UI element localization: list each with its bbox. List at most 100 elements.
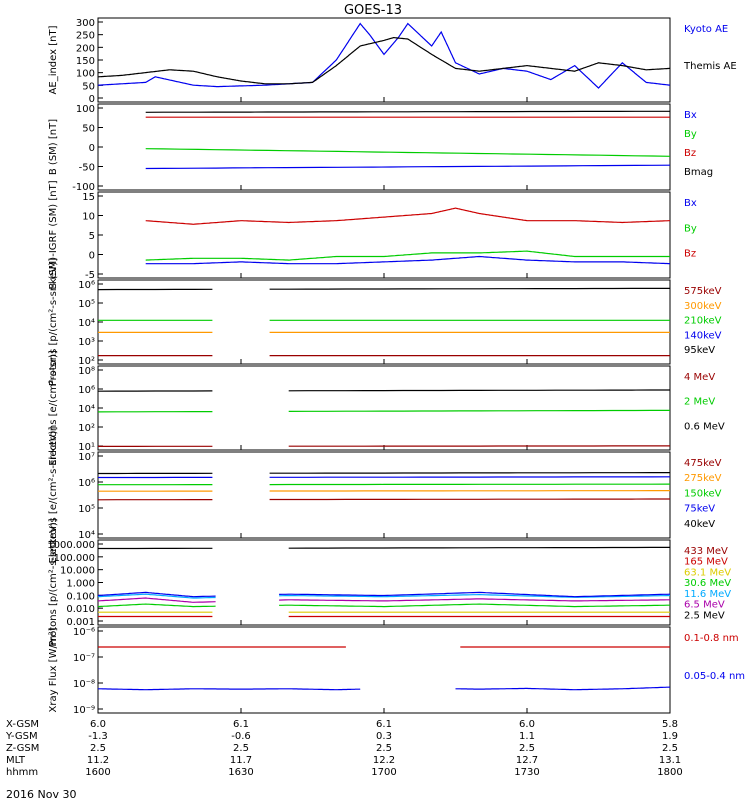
legend-entry: 75keV <box>684 504 715 515</box>
ephemeris-value: 2.5 <box>662 743 678 754</box>
y-axis-label: Electrons [e/(cm²-s-sr)] <box>48 350 59 466</box>
series-line-0-05-0-4-nm <box>455 686 671 691</box>
series-line-bz <box>145 207 670 225</box>
y-tick-label: -5 <box>85 270 95 281</box>
series-line-6-5-mev <box>97 597 216 603</box>
y-tick-label: 15 <box>82 192 95 203</box>
legend-entry: 300keV <box>684 301 722 312</box>
y-tick-label: 200 <box>76 43 95 54</box>
y-tick-label: -50 <box>79 163 95 174</box>
y-axis-label: AE_index [nT] <box>48 25 59 94</box>
legend-entry: 2 MeV <box>684 397 715 408</box>
series-line-kyoto-ae <box>98 22 671 89</box>
legend-entry: 275keV <box>684 473 722 484</box>
y-tick-label: 300 <box>76 18 95 29</box>
y-tick-label: 10⁷ <box>78 452 95 463</box>
y-axis-label: Protons [p/(cm²-s-sr-keV)] <box>48 518 59 646</box>
series-line-165-mev <box>279 591 671 598</box>
ephemeris-value: 12.2 <box>373 755 395 766</box>
series-line-30-6-mev <box>279 603 670 608</box>
y-tick-label: 0.010 <box>66 604 95 615</box>
ephemeris-value: 12.7 <box>516 755 538 766</box>
y-tick-label: 0 <box>89 143 95 154</box>
panel-3: 15 10 5 0 -5 B (SM)-IGRF (SM) [nT] Bx By Bz <box>48 180 697 289</box>
series-line-bx <box>145 164 671 170</box>
ephemeris-value: 0.3 <box>376 731 392 742</box>
legend-entry: 11.6 MeV <box>684 589 731 600</box>
series-line-by <box>145 148 671 157</box>
series-line-165-mev <box>97 591 216 598</box>
legend-entry: 6.5 MeV <box>684 600 725 611</box>
y-tick-label: 10² <box>78 356 95 367</box>
y-tick-label: 0.001 <box>66 617 95 628</box>
panel-4: 10⁶ 10⁵ 10⁴ 10³ 10² Protons [p/(cm²-s-sr-keV)… <box>48 258 722 386</box>
legend-entry: 63.1 MeV <box>684 567 731 578</box>
series-line-575kev <box>269 287 670 290</box>
y-tick-label: 10⁶ <box>78 280 95 291</box>
y-tick-label: 50 <box>82 124 95 135</box>
y-tick-label: 150 <box>76 56 95 67</box>
legend-entry: Kyoto AE <box>684 24 728 35</box>
y-tick-label: 50 <box>82 81 95 92</box>
y-tick-label: 10⁵ <box>78 299 95 310</box>
y-tick-label: 10¹ <box>78 442 95 453</box>
legend-entry: 40keV <box>684 519 715 530</box>
y-tick-label: 10⁵ <box>78 504 95 515</box>
y-tick-label: 0 <box>89 251 95 262</box>
legend-entry: Bx <box>684 110 697 121</box>
ephemeris-value: 6.0 <box>90 719 106 730</box>
ephemeris-value: 1600 <box>85 767 110 778</box>
y-tick-label: 10⁶ <box>78 478 95 489</box>
ephemeris-value: 2.5 <box>233 743 249 754</box>
legend-entry: 0.05-0.4 nm <box>684 671 745 682</box>
legend-entry: 2.5 MeV <box>684 610 725 621</box>
panel-frame <box>97 191 671 279</box>
y-tick-label: 10⁴ <box>78 318 95 329</box>
y-tick-label: 10.000 <box>60 566 95 577</box>
y-tick-label: 1.000 <box>66 579 95 590</box>
series-line-themis-ae <box>98 36 670 85</box>
y-tick-label: 10³ <box>78 337 95 348</box>
panel-frame <box>97 279 671 365</box>
legend-entry: By <box>684 129 697 140</box>
y-tick-label: 10⁸ <box>78 366 95 377</box>
panel-frame <box>97 17 671 103</box>
y-tick-label: 100 <box>76 104 95 115</box>
legend-entry: Bz <box>684 249 696 260</box>
ephemeris-value: 5.8 <box>662 719 678 730</box>
panel-2: 100 50 0 -50 -100 B (SM) [nT] Bx By Bz Bmag <box>48 103 713 193</box>
panel-frame <box>97 365 671 451</box>
series-line-bmag <box>145 110 670 113</box>
legend-entry: 433 MeV <box>684 546 728 557</box>
series-line-bx <box>145 255 671 265</box>
series-line-2-mev <box>288 409 670 412</box>
y-axis-label: B (SM) [nT] <box>48 119 59 175</box>
ephemeris-label: Y-GSM <box>5 731 38 742</box>
y-tick-label: 100.000 <box>54 553 95 564</box>
series-line-30-6-mev <box>97 603 216 608</box>
y-tick-label: 10⁶ <box>78 385 95 396</box>
y-tick-label: -100 <box>72 182 95 193</box>
y-tick-label: 10⁻⁹ <box>73 705 95 716</box>
y-tick-label: 250 <box>76 31 95 42</box>
y-axis-label: Protons [p/(cm²-s-sr-keV)] <box>48 258 59 386</box>
series-line-0-6-mev <box>288 389 670 392</box>
legend-entry: 475keV <box>684 458 722 469</box>
series-line-40kev <box>269 472 670 474</box>
y-axis-label: B (SM)-IGRF (SM) [nT] <box>48 180 59 289</box>
y-tick-label: 10⁻⁷ <box>73 653 95 664</box>
ephemeris-value: 1630 <box>228 767 253 778</box>
y-tick-label: 10⁴ <box>78 530 95 541</box>
legend-entry: 0.1-0.8 nm <box>684 633 739 644</box>
ephemeris-value: -1.3 <box>88 731 108 742</box>
series-line-11-6-mev <box>279 593 671 598</box>
date-label: 2016 Nov 30 <box>6 788 76 800</box>
series-line-475kev <box>269 498 670 501</box>
ephemeris-value: 13.1 <box>659 755 681 766</box>
legend-entry: 140keV <box>684 330 722 341</box>
legend-entry: 4 MeV <box>684 372 715 383</box>
